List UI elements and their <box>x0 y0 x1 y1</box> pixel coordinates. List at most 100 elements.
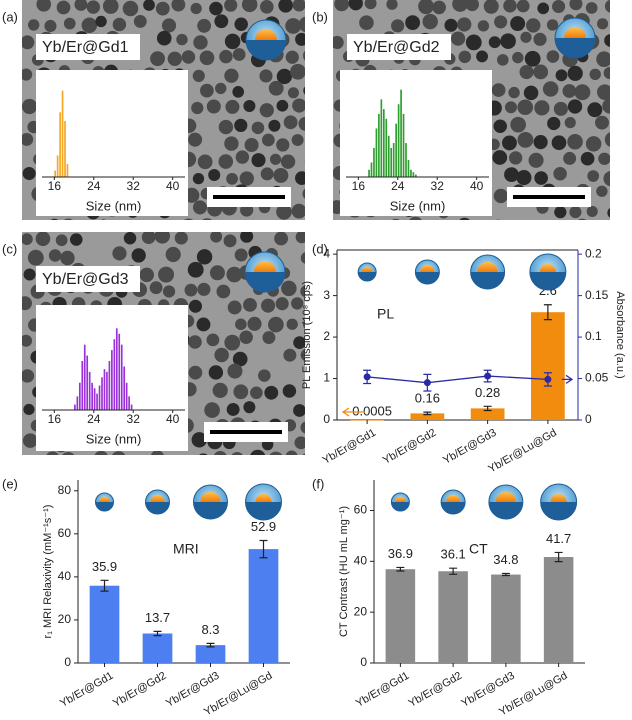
tem-particle <box>226 172 238 185</box>
tem-particle <box>197 154 213 170</box>
tem-particle <box>283 115 298 130</box>
tem-particle <box>564 117 576 129</box>
tem-particle <box>215 82 227 95</box>
tem-particle <box>432 0 446 15</box>
x-tick-label: 32 <box>431 179 445 193</box>
tem-particle <box>197 282 211 296</box>
tem-particle <box>268 80 284 96</box>
tem-particle <box>494 15 508 29</box>
histogram-bar <box>368 169 370 177</box>
tem-particle <box>585 136 602 152</box>
histogram-bar <box>395 123 397 177</box>
histogram-bar <box>407 160 410 177</box>
histogram-bar <box>93 388 96 410</box>
tem-particle <box>123 232 137 245</box>
tem-particle <box>162 285 176 298</box>
icon-core <box>420 264 435 272</box>
histogram-bar <box>385 118 388 177</box>
annotation: MRI <box>173 541 199 557</box>
tem-particle <box>526 18 541 33</box>
tem-particle <box>22 334 33 347</box>
icon-core <box>445 494 461 502</box>
tem-particle <box>232 351 248 367</box>
tem-particle <box>450 31 466 46</box>
histogram-bar <box>64 120 66 177</box>
tem-particle <box>497 54 509 66</box>
x-tick-label: 40 <box>166 179 180 193</box>
tem-particle <box>192 200 208 215</box>
bar <box>195 645 226 663</box>
tem-particle <box>488 36 501 49</box>
icon-core <box>255 493 272 502</box>
histogram-bar <box>412 172 415 177</box>
tem-particle <box>294 436 305 450</box>
tem-particle <box>251 153 266 168</box>
x-tick-label: 32 <box>127 412 141 426</box>
tem-particle <box>139 267 155 283</box>
tem-particle <box>359 15 374 31</box>
tem-particle <box>604 132 610 147</box>
tem-particle <box>553 167 567 181</box>
tem-particle <box>520 31 532 43</box>
tem-particle <box>422 13 438 30</box>
histogram-bar <box>415 174 417 177</box>
tem-particle <box>262 331 276 344</box>
histogram-bar <box>123 366 126 410</box>
icon-core <box>254 261 276 272</box>
tem-particle <box>210 232 223 243</box>
nanoparticle-icon <box>145 489 170 515</box>
icon-lower <box>529 272 566 290</box>
tem-particle <box>232 48 246 61</box>
panel-label: (d) <box>312 241 328 256</box>
tem-particle <box>295 32 305 46</box>
tem-particle <box>240 232 254 243</box>
icon-core <box>550 493 567 502</box>
histogram-bar <box>387 135 390 177</box>
tem-particle <box>533 64 549 80</box>
y-axis-label: CT Contrast (HU mL mg⁻¹) <box>338 506 350 637</box>
tem-particle <box>493 188 509 204</box>
tem-particle <box>597 84 610 100</box>
tem-particle <box>282 384 297 398</box>
tem-particle <box>30 456 42 468</box>
tem-particle <box>285 50 299 64</box>
tem-particle <box>276 204 292 220</box>
y2-axis-label: Absorbance (a.u.) <box>614 291 626 378</box>
line-point <box>423 379 431 387</box>
tem-particle <box>611 15 625 29</box>
tem-particle <box>216 284 231 299</box>
histogram-bar <box>373 147 375 177</box>
tem-particle <box>50 218 59 220</box>
nanoparticle-icon <box>245 483 282 521</box>
tem-particle <box>94 450 108 455</box>
value-label: 36.1 <box>440 547 465 562</box>
histogram-bar <box>103 369 106 410</box>
tem-particle <box>290 63 305 80</box>
tem-particle <box>427 220 439 232</box>
tem-particle <box>300 252 305 264</box>
tem-particle <box>27 19 40 31</box>
tem-particle <box>133 14 147 28</box>
tem-particle <box>537 2 550 15</box>
tem-particle <box>22 233 33 245</box>
tem-particle <box>150 51 165 67</box>
icon-core <box>394 496 406 502</box>
tem-particle <box>218 119 234 135</box>
tem-particle <box>23 268 36 281</box>
tem-particle <box>22 369 35 383</box>
tem-particle <box>86 0 100 14</box>
tem-particle <box>596 51 610 68</box>
tem-particle <box>547 221 558 232</box>
x-tick-label: Yb/Er@Gd1 <box>58 670 116 710</box>
tem-particle <box>22 296 32 311</box>
inset <box>340 70 492 216</box>
error-bar <box>100 579 109 592</box>
tem-particle <box>391 218 400 220</box>
bar <box>491 574 521 663</box>
annotation: PL <box>377 306 394 322</box>
error-bar <box>501 572 510 577</box>
tem-particle <box>161 18 177 33</box>
tem-particle <box>112 246 127 261</box>
tem-particle <box>555 69 568 82</box>
tem-particle <box>206 99 221 114</box>
